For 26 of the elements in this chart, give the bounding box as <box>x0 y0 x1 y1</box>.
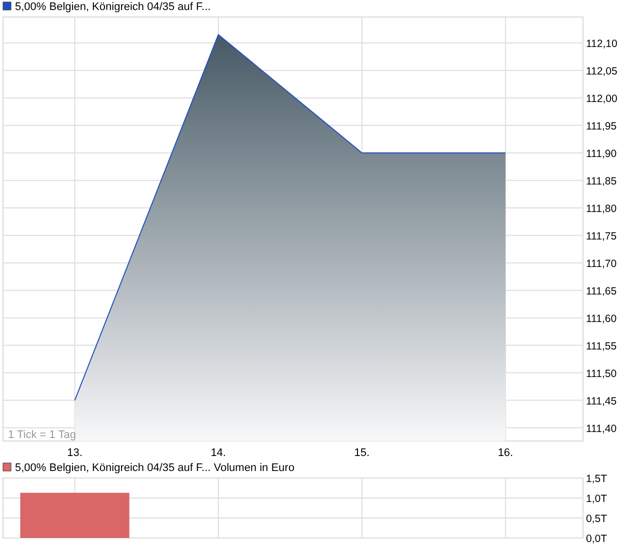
x-tick-label: 15. <box>354 447 370 459</box>
y-tick-label: 111,95 <box>586 120 617 132</box>
y-tick-label: 111,90 <box>586 148 617 160</box>
y-tick-label: 111,45 <box>586 395 617 408</box>
legend-label: 5,00% Belgien, Königreich 04/35 auf F... <box>15 1 211 13</box>
y-tick-label: 1,0T <box>586 493 608 505</box>
y-tick-label: 112,05 <box>586 65 618 78</box>
y-tick-label: 111,50 <box>586 368 617 380</box>
x-tick-label: 13. <box>67 447 82 459</box>
y-tick-label: 0,5T <box>586 513 608 525</box>
annotation: 1 Tick = 1 Tag <box>8 429 76 441</box>
y-tick-label: 111,65 <box>586 285 617 298</box>
y-tick-label: 111,55 <box>586 340 617 352</box>
y-tick-label: 111,75 <box>586 230 617 242</box>
y-tick-label: 111,80 <box>586 202 617 215</box>
y-tick-label: 0,0T <box>586 533 608 545</box>
y-tick-label: 111,60 <box>586 312 617 325</box>
y-tick-label: 111,85 <box>586 175 617 188</box>
y-tick-label: 1,5T <box>586 473 608 485</box>
y-tick-label: 112,10 <box>586 38 618 50</box>
x-tick-label: 14. <box>210 447 226 459</box>
legend-label: 5,00% Belgien, Königreich 04/35 auf F... Volumen in Euro <box>15 462 294 474</box>
y-tick-label: 111,70 <box>586 258 617 270</box>
x-tick-label: 16. <box>498 447 514 459</box>
y-tick-label: 111,40 <box>586 422 617 435</box>
y-tick-label: 112,00 <box>586 92 618 105</box>
